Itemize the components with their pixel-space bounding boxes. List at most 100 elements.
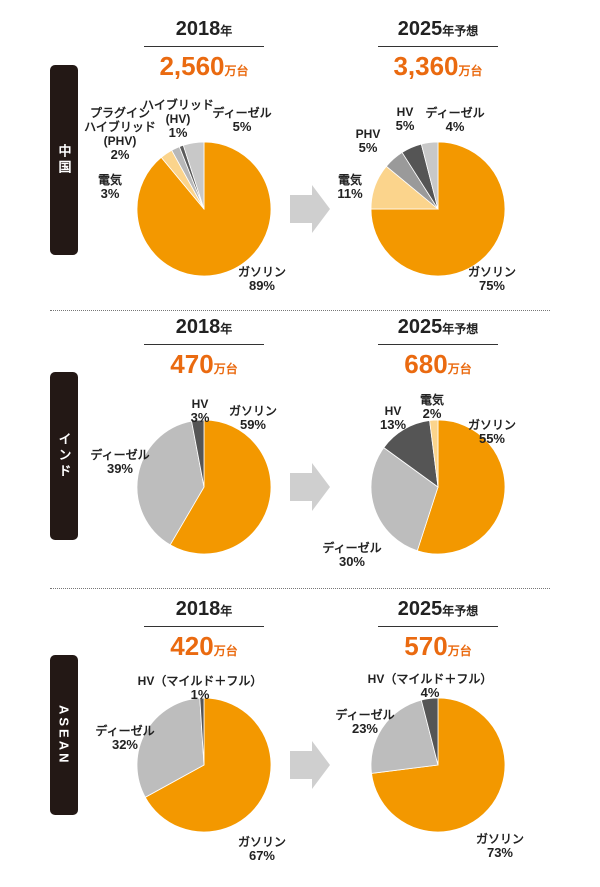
slice-label: ガソリン 75% — [468, 265, 516, 293]
pie-slice — [169, 419, 272, 555]
category-label: 電気 — [337, 173, 362, 187]
title-year: 2018 — [175, 18, 221, 40]
pie-slice — [420, 141, 439, 210]
chart-title: 2025年予想 — [358, 598, 518, 621]
pie-slice — [370, 447, 439, 552]
title-year: 2025 — [397, 598, 443, 620]
slice-label: 電気 2% — [420, 393, 444, 421]
slice-label: ガソリン 55% — [468, 418, 516, 446]
total-value: 470 — [170, 349, 214, 379]
slice-label: HV 13% — [380, 404, 406, 432]
value-label: 39% — [106, 461, 134, 476]
title-rule — [144, 344, 264, 345]
arrow — [290, 463, 330, 511]
region-label: ASEAN — [50, 655, 78, 815]
value-label: 13% — [379, 417, 407, 432]
category-label: ディーゼル — [425, 106, 485, 120]
slice-label: プラグイン ハイブリッド (PHV) 2% — [84, 106, 156, 162]
chart-title: 2018年 — [124, 316, 284, 339]
category-label: 電気 — [419, 393, 445, 407]
value-label: 75% — [478, 278, 506, 293]
value-label: 32% — [111, 737, 139, 752]
category-label: HV — [384, 404, 402, 418]
value-label: 2% — [110, 147, 130, 162]
arrow — [290, 741, 330, 789]
region-label: インド — [50, 372, 78, 540]
total-unit: 万台 — [447, 362, 472, 376]
category-label: ディーゼル — [335, 708, 395, 722]
slice-label: HV 5% — [396, 105, 415, 133]
pie-slice — [136, 697, 205, 798]
pie-slice — [429, 419, 439, 488]
title-year: 2018 — [175, 598, 221, 620]
title-year: 2025 — [397, 316, 443, 338]
separator — [50, 310, 550, 311]
value-label: 3% — [100, 186, 120, 201]
separator — [50, 588, 550, 589]
value-label: 11% — [337, 186, 363, 201]
category-label: ガソリン — [467, 418, 517, 432]
pie-slice — [370, 141, 506, 277]
slice-label: HV（マイルド＋フル） 4% — [368, 672, 493, 700]
value-label: 67% — [248, 848, 276, 863]
pie-slice — [383, 420, 439, 488]
category-label: ガソリン — [237, 835, 287, 849]
category-label: ガソリン — [475, 832, 525, 846]
value-label: 5% — [395, 118, 415, 133]
category-label: ディーゼル — [95, 724, 155, 738]
category-label: ディーゼル — [212, 106, 272, 120]
title-suffix: 年予想 — [442, 24, 479, 38]
slice-label: ガソリン 73% — [476, 832, 524, 860]
title-rule — [378, 626, 498, 627]
slice-label: ガソリン 59% — [229, 404, 277, 432]
slice-label: ディーゼル 32% — [95, 724, 154, 752]
slice-label: ガソリン 89% — [238, 265, 286, 293]
value-label: 4% — [420, 685, 440, 700]
title-year: 2018 — [175, 316, 221, 338]
pie-slice — [370, 699, 439, 774]
slice-label: PHV 5% — [356, 127, 381, 155]
title-suffix: 年予想 — [442, 322, 479, 336]
title-rule — [378, 344, 498, 345]
slice-label: ディーゼル 5% — [212, 106, 271, 134]
total-value: 3,360 — [393, 51, 459, 81]
title-suffix: 年 — [220, 322, 233, 336]
total-unit: 万台 — [213, 362, 238, 376]
slice-label: ハイブリッド (HV) 1% — [142, 98, 214, 140]
total: 470万台 — [124, 349, 284, 380]
slice-label: ディーゼル 4% — [425, 106, 484, 134]
slice-label: ディーゼル 30% — [322, 541, 381, 569]
pie-slice — [199, 697, 205, 766]
total-value: 570 — [404, 631, 448, 661]
slice-label: HV 3% — [191, 397, 210, 425]
value-label: 5% — [232, 119, 252, 134]
category-label: HV — [191, 397, 209, 411]
total-unit: 万台 — [213, 644, 238, 658]
value-label: 3% — [190, 410, 210, 425]
value-label: 89% — [248, 278, 276, 293]
pie-slice — [136, 420, 205, 546]
title-rule — [144, 46, 264, 47]
total: 680万台 — [358, 349, 518, 380]
value-label: 5% — [358, 140, 378, 155]
title-suffix: 年 — [220, 24, 233, 38]
pie-slice — [416, 419, 506, 555]
arrow — [290, 185, 330, 233]
category-label: プラグイン ハイブリッド (PHV) — [84, 106, 156, 148]
pie-slice — [191, 419, 205, 488]
title-rule — [378, 46, 498, 47]
value-label: 55% — [478, 431, 506, 446]
title-suffix: 年予想 — [442, 604, 479, 618]
slice-label: 電気 3% — [98, 173, 122, 201]
value-label: 1% — [190, 687, 210, 702]
total-value: 2,560 — [159, 51, 225, 81]
category-label: 電気 — [97, 173, 123, 187]
value-label: 23% — [351, 721, 379, 736]
category-label: PHV — [355, 127, 381, 141]
pie-slice — [182, 141, 205, 210]
total: 3,360万台 — [358, 51, 518, 82]
total-unit: 万台 — [447, 644, 472, 658]
category-label: HV — [396, 105, 414, 119]
slice-label: ディーゼル 23% — [335, 708, 394, 736]
